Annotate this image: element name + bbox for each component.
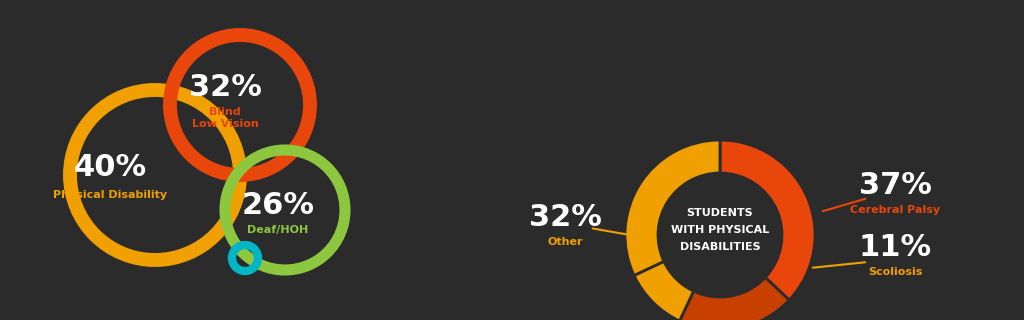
Text: Cerebral Palsy: Cerebral Palsy — [850, 205, 940, 215]
Text: Physical Disability: Physical Disability — [53, 190, 167, 200]
Wedge shape — [625, 140, 720, 276]
Wedge shape — [634, 261, 693, 320]
Text: Other: Other — [547, 237, 583, 247]
Wedge shape — [720, 140, 815, 300]
Text: Scoliosis: Scoliosis — [867, 267, 923, 277]
Text: DISABILITIES: DISABILITIES — [680, 242, 760, 252]
Text: WITH PHYSICAL: WITH PHYSICAL — [671, 225, 769, 235]
Wedge shape — [680, 277, 790, 320]
Text: 40%: 40% — [74, 154, 146, 182]
Text: Deaf/HOH: Deaf/HOH — [248, 225, 308, 235]
Text: 32%: 32% — [188, 74, 261, 102]
Text: 32%: 32% — [528, 204, 601, 233]
Text: 26%: 26% — [242, 190, 314, 220]
Text: 37%: 37% — [858, 171, 932, 199]
Text: Blind
Low Vision: Blind Low Vision — [191, 107, 258, 129]
Text: STUDENTS: STUDENTS — [687, 208, 754, 218]
Text: 11%: 11% — [858, 234, 932, 262]
